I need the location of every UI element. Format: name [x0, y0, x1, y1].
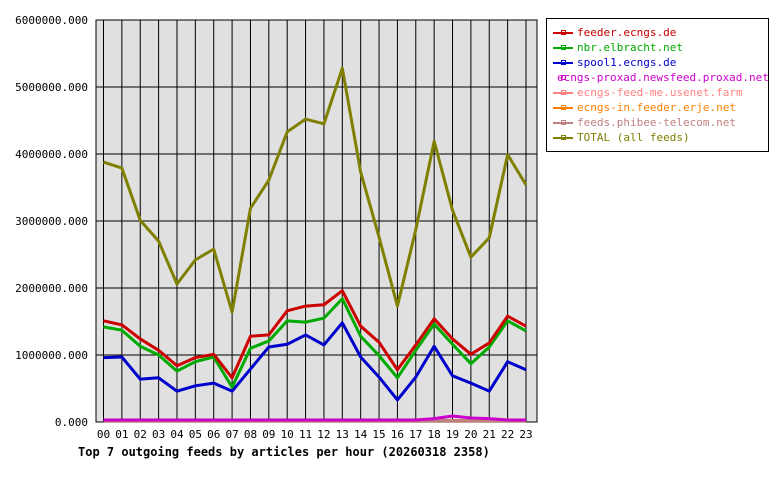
y-tick-label: 4000000.000 — [15, 148, 88, 161]
chart-title: Top 7 outgoing feeds by articles per hou… — [78, 445, 490, 459]
x-tick-label: 08 — [244, 428, 257, 441]
x-tick-label: 21 — [483, 428, 496, 441]
x-tick-label: 01 — [115, 428, 128, 441]
y-tick-label: 3000000.000 — [15, 215, 88, 228]
legend-label: ecngs-proxad.newsfeed.proxad.net — [557, 71, 769, 84]
legend-label: nbr.elbracht.net — [577, 41, 683, 54]
x-tick-label: 16 — [391, 428, 404, 441]
legend-label: TOTAL (all feeds) — [577, 131, 690, 144]
legend-label: ecngs-feed-me.usenet.farm — [577, 86, 743, 99]
legend-item: nbr.elbracht.net — [553, 40, 768, 55]
legend: feeder.ecngs.de nbr.elbracht.net spool1.ec… — [546, 18, 769, 152]
x-tick-label: 13 — [336, 428, 349, 441]
legend-item: feeds.phibee-telecom.net — [553, 115, 768, 130]
x-tick-label: 04 — [170, 428, 184, 441]
x-tick-label: 14 — [354, 428, 368, 441]
legend-label: spool1.ecngs.de — [577, 56, 677, 69]
y-tick-label: 1000000.000 — [15, 349, 88, 362]
y-tick-label: 6000000.000 — [15, 14, 88, 27]
x-tick-label: 17 — [409, 428, 422, 441]
x-tick-label: 02 — [134, 428, 147, 441]
legend-item: ecngs-feed-me.usenet.farm — [553, 85, 768, 100]
series-line-0 — [103, 289, 527, 380]
series-line-1 — [103, 297, 527, 389]
legend-swatch — [553, 59, 573, 65]
legend-item: ecngs-in.feeder.erje.net — [553, 100, 768, 115]
y-tick-label: 0.000 — [55, 416, 88, 429]
x-tick-label: 03 — [152, 428, 165, 441]
legend-swatch — [553, 104, 573, 110]
x-tick-label: 11 — [299, 428, 312, 441]
x-tick-label: 06 — [207, 428, 220, 441]
x-tick-label: 15 — [372, 428, 385, 441]
x-tick-label: 05 — [189, 428, 202, 441]
series-line-3 — [103, 414, 526, 422]
x-tick-label: 20 — [464, 428, 477, 441]
y-tick-label: 5000000.000 — [15, 81, 88, 94]
legend-item: TOTAL (all feeds) — [553, 130, 768, 145]
series-line-2 — [103, 321, 527, 402]
legend-label: feeds.phibee-telecom.net — [577, 116, 736, 129]
legend-swatch — [553, 119, 573, 125]
x-tick-label: 07 — [225, 428, 238, 441]
x-tick-label: 23 — [519, 428, 532, 441]
legend-label: ecngs-in.feeder.erje.net — [577, 101, 736, 114]
legend-swatch — [553, 134, 573, 140]
x-tick-label: 09 — [262, 428, 275, 441]
x-tick-label: 18 — [428, 428, 441, 441]
legend-swatch — [553, 29, 573, 35]
series-line-7 — [103, 66, 528, 314]
legend-item: ecngs-proxad.newsfeed.proxad.net — [553, 70, 769, 85]
x-tick-label: 12 — [317, 428, 330, 441]
legend-item: spool1.ecngs.de — [553, 55, 768, 70]
x-tick-label: 22 — [501, 428, 514, 441]
legend-swatch — [553, 44, 573, 50]
x-tick-label: 19 — [446, 428, 459, 441]
y-tick-label: 2000000.000 — [15, 282, 88, 295]
x-tick-label: 10 — [281, 428, 294, 441]
x-tick-label: 00 — [97, 428, 110, 441]
legend-swatch — [553, 89, 573, 95]
legend-item: feeder.ecngs.de — [553, 25, 768, 40]
legend-label: feeder.ecngs.de — [577, 26, 677, 39]
